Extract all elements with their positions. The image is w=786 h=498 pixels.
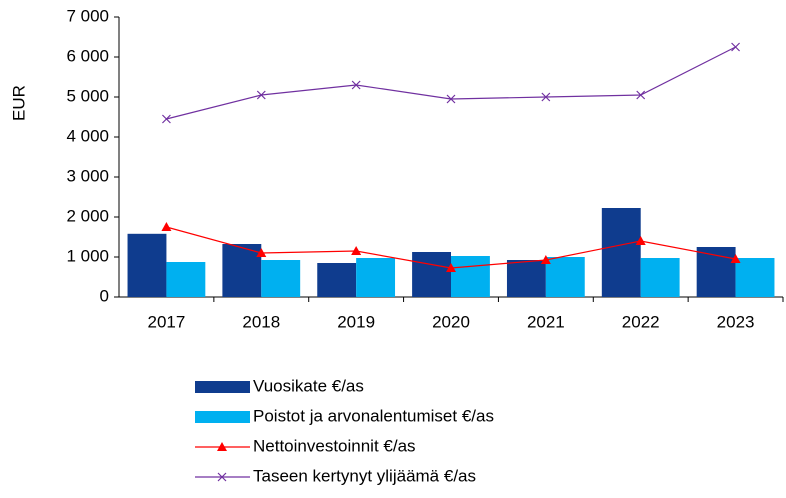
marker — [217, 442, 227, 451]
legend-label: Taseen kertynyt ylijäämä €/as — [253, 466, 476, 485]
bar — [506, 260, 546, 297]
bar — [356, 258, 396, 297]
marker — [351, 80, 361, 90]
marker — [161, 222, 172, 231]
legend-label: Vuosikate €/as — [253, 376, 364, 395]
x-tick-label: 2018 — [242, 312, 280, 331]
marker — [256, 248, 267, 257]
bar — [451, 256, 490, 297]
y-axis-label: EUR — [9, 85, 28, 121]
bar — [261, 260, 301, 297]
line — [166, 46, 736, 120]
y-tick-label: 1 000 — [66, 246, 109, 265]
marker — [162, 114, 171, 124]
marker — [217, 472, 227, 482]
marker — [540, 255, 551, 264]
bar — [640, 258, 680, 297]
bar — [735, 258, 775, 297]
marker — [730, 254, 741, 263]
y-tick-label: 6 000 — [66, 46, 109, 65]
marker — [731, 42, 740, 52]
x-tick-label: 2020 — [432, 312, 470, 331]
marker — [636, 90, 646, 100]
bar — [412, 252, 451, 297]
legend-label: Poistot ja arvonalentumiset €/as — [253, 406, 494, 425]
bar — [166, 262, 206, 297]
x-tick-label: 2021 — [527, 312, 565, 331]
y-tick-label: 4 000 — [66, 126, 109, 145]
y-tick-label: 0 — [100, 286, 109, 305]
bar — [696, 247, 736, 297]
bar — [222, 244, 262, 297]
y-tick-label: 2 000 — [66, 206, 109, 225]
y-tick-label: 5 000 — [66, 86, 109, 105]
marker — [256, 90, 266, 100]
marker — [635, 236, 646, 245]
bar — [601, 208, 641, 297]
marker — [541, 92, 551, 102]
bar — [545, 257, 585, 297]
bar — [127, 233, 167, 297]
marker — [446, 263, 456, 272]
y-tick-label: 3 000 — [66, 166, 109, 185]
marker — [351, 246, 362, 255]
x-tick-label: 2022 — [622, 312, 660, 331]
legend-label: Nettoinvestoinnit €/as — [253, 436, 416, 455]
bar — [317, 263, 357, 297]
legend-swatch — [195, 411, 250, 423]
x-tick-label: 2017 — [148, 312, 186, 331]
marker — [446, 94, 456, 104]
y-tick-label: 7 000 — [66, 6, 109, 25]
x-tick-label: 2019 — [337, 312, 375, 331]
x-tick-label: 2023 — [717, 312, 755, 331]
legend-swatch — [195, 381, 250, 393]
